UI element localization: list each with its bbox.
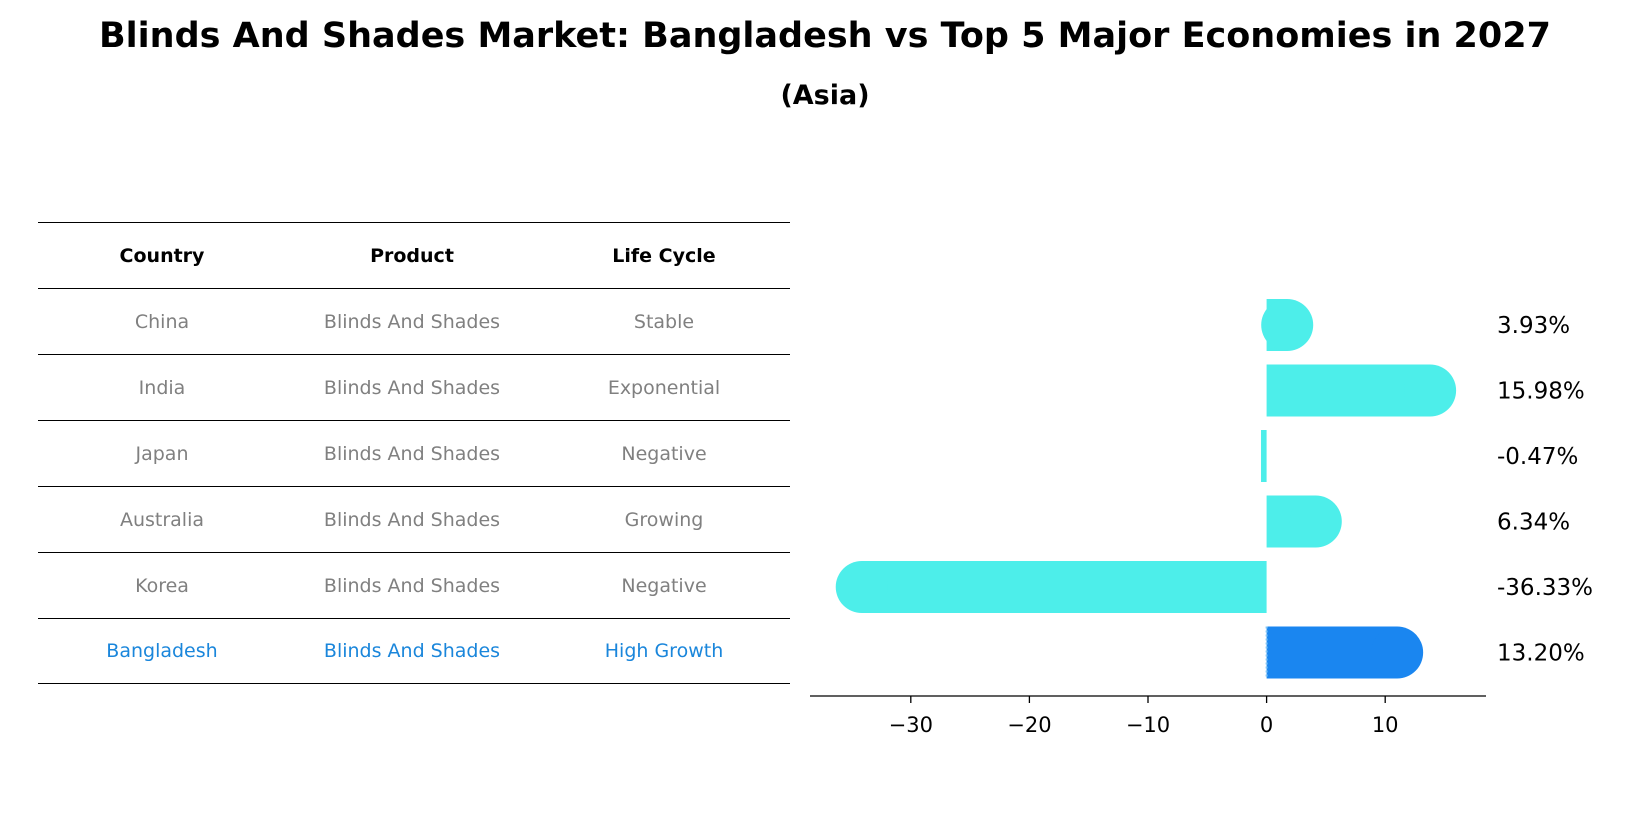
- cell-life-cycle: Negative: [621, 574, 707, 597]
- bar-india: [1266, 364, 1457, 417]
- bar-body: [1266, 364, 1431, 417]
- cell-country: China: [134, 310, 190, 333]
- x-tick-label: 10: [1372, 713, 1399, 737]
- cell-life-cycle: Exponential: [607, 376, 721, 399]
- value-label: 6.34%: [1497, 510, 1570, 536]
- bar-body: [861, 561, 1267, 613]
- cell-product: Blinds And Shades: [323, 640, 501, 662]
- table-row-highlight: Bangladesh Blinds And Shades High Growth: [38, 618, 790, 684]
- cell-product: Blinds And Shades: [323, 442, 501, 465]
- x-tick-label: −30: [889, 713, 933, 737]
- cell-country: Korea: [135, 574, 189, 597]
- table-header-row: Country Product Life Cycle: [38, 222, 790, 288]
- header-country: Country: [119, 244, 205, 267]
- cell-product: Blinds And Shades: [323, 574, 501, 597]
- x-tick-label: 0: [1260, 713, 1273, 737]
- value-label: 13.20%: [1497, 641, 1585, 667]
- chart-title: Blinds And Shades Market: Bangladesh vs …: [99, 16, 1551, 56]
- cell-country: Bangladesh: [106, 640, 218, 662]
- bar-china: [1261, 299, 1314, 351]
- cell-life-cycle: Negative: [621, 442, 707, 465]
- header-life-cycle: Life Cycle: [612, 244, 716, 267]
- cell-country: India: [138, 376, 186, 399]
- x-tick-label: −20: [1007, 713, 1051, 737]
- header-product: Product: [370, 244, 454, 267]
- value-label: 15.98%: [1497, 379, 1585, 405]
- bar-korea: [835, 561, 1267, 613]
- cell-product: Blinds And Shades: [323, 310, 501, 333]
- bar-japan: [1261, 430, 1267, 482]
- table-row: Australia Blinds And Shades Growing: [38, 486, 790, 552]
- table-row: Japan Blinds And Shades Negative: [38, 420, 790, 486]
- bar-cap: [1404, 364, 1457, 417]
- value-label: -36.33%: [1497, 575, 1593, 601]
- table-row: India Blinds And Shades Exponential: [38, 354, 790, 420]
- cell-product: Blinds And Shades: [323, 376, 501, 399]
- cell-country: Australia: [119, 508, 205, 531]
- comparison-table: Country Product Life Cycle China Blinds …: [38, 222, 790, 684]
- table-row: China Blinds And Shades Stable: [38, 288, 790, 354]
- value-label: -0.47%: [1497, 444, 1578, 470]
- bar-cap: [835, 561, 888, 613]
- cell-product: Blinds And Shades: [323, 508, 501, 531]
- bar-bangladesh: [1265, 626, 1424, 679]
- bar-australia: [1266, 495, 1342, 548]
- chart-subtitle: (Asia): [780, 80, 870, 111]
- bar-cap: [1371, 626, 1424, 679]
- bar-cap: [1261, 299, 1314, 351]
- table-row: Korea Blinds And Shades Negative: [38, 552, 790, 618]
- bar-cap: [1289, 495, 1342, 548]
- cell-country: Japan: [135, 442, 189, 465]
- cell-life-cycle: Growing: [624, 508, 704, 531]
- bar-body: [1261, 430, 1267, 482]
- cell-life-cycle: High Growth: [604, 640, 724, 662]
- value-label: 3.93%: [1497, 313, 1570, 339]
- cell-life-cycle: Stable: [633, 310, 695, 333]
- x-tick-label: −10: [1126, 713, 1170, 737]
